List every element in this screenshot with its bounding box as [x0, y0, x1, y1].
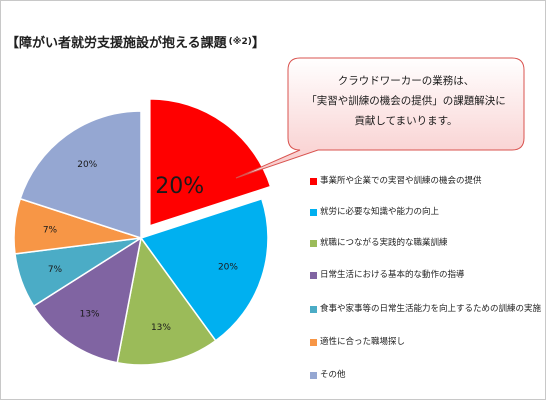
legend-item-7: その他 [310, 370, 542, 381]
legend-label-7: その他 [320, 370, 346, 380]
legend-label-2: 就労に必要な知識や能力の向上 [320, 207, 440, 217]
legend-swatch-4 [310, 272, 317, 279]
slice-data-label-4: 13% [80, 310, 100, 320]
legend-swatch-2 [310, 209, 317, 216]
pie-slice-1 [149, 98, 272, 227]
callout-line-3: 貢献してまいります。 [354, 114, 457, 127]
callout-line-1: クラウドワーカーの業務は、 [338, 74, 475, 87]
pie-slice-7 [19, 110, 142, 240]
legend-item-1: 事業所や企業での実習や訓練の機会の提供 [310, 176, 542, 187]
pie-slice-2 [139, 197, 269, 342]
slice-data-label-3: 13% [151, 323, 171, 333]
slice-data-label-2: 20% [218, 262, 238, 272]
callout-line-2: 「実習や訓練の機会の提供」の課題解決に [306, 94, 506, 107]
callout-bubble: クラウドワーカーの業務は、 「実習や訓練の機会の提供」の課題解決に 貢献してまい… [235, 57, 525, 179]
chart-title-text: 【障がい者就労支援施設が抱える課題 [6, 36, 227, 51]
pie-slice-3 [116, 236, 217, 366]
legend-item-5: 食事や家事等の日常生活能力を向上するための訓練の実施 [310, 304, 542, 315]
legend-label-3: 就職につながる実践的な職業訓練 [320, 238, 448, 248]
callout-shape [235, 57, 525, 179]
chart-title-note: (※2) [228, 37, 252, 47]
legend-label-5: 食事や家事等の日常生活能力を向上するための訓練の実施 [320, 304, 542, 314]
slice-data-label-7: 20% [77, 160, 97, 170]
pie-slice-4 [32, 236, 143, 364]
legend-item-3: 就職につながる実践的な職業訓練 [310, 238, 542, 249]
legend-swatch-5 [310, 306, 317, 313]
slice-data-label-1: 20% [155, 174, 204, 199]
legend-item-4: 日常生活における基本的な動作の指導 [310, 270, 542, 281]
chart-title: 【障がい者就労支援施設が抱える課題 (※2)】 [6, 32, 265, 51]
legend-swatch-6 [310, 339, 317, 346]
slice-data-label-6: 7% [43, 225, 58, 235]
legend-label-6: 適性に合った職場探し [320, 337, 406, 347]
legend-item-6: 適性に合った職場探し [310, 337, 542, 348]
legend-swatch-7 [310, 372, 317, 379]
legend-item-2: 就労に必要な知識や能力の向上 [310, 207, 542, 218]
legend-label-4: 日常生活における基本的な動作の指導 [320, 270, 465, 280]
legend-swatch-1 [310, 178, 317, 185]
legend-swatch-3 [310, 240, 317, 247]
slice-data-label-5: 7% [48, 265, 63, 275]
chart-title-bracket: 】 [251, 36, 265, 51]
legend-label-1: 事業所や企業での実習や訓練の機会の提供 [320, 176, 482, 186]
